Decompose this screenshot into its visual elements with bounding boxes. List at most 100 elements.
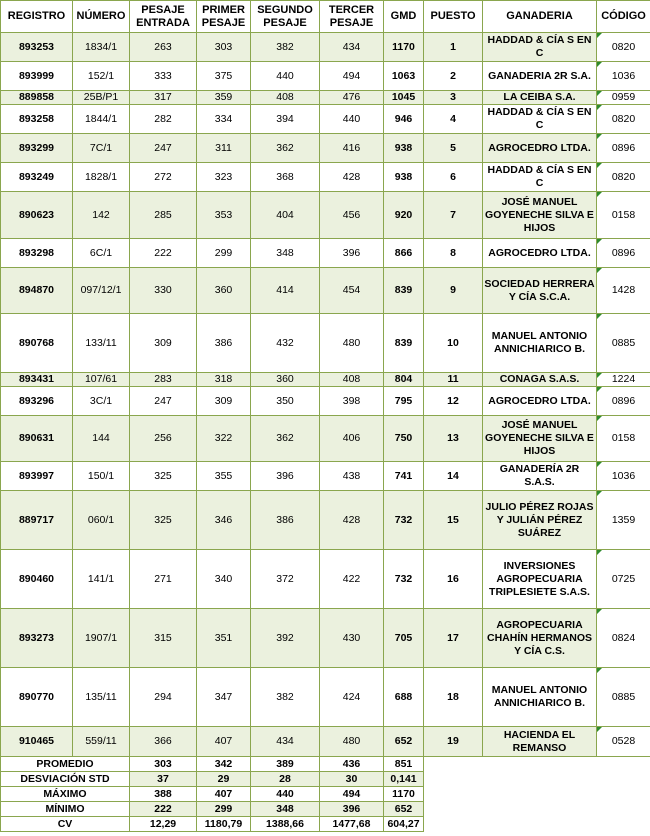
cell-gmd: 652	[383, 726, 424, 757]
cell-numero: 060/1	[72, 490, 130, 550]
cell-registro: 894870	[0, 267, 73, 314]
cell-pesaje-entrada: 333	[129, 61, 197, 91]
empty-area	[423, 786, 650, 802]
cell-tercer-pesaje: 408	[319, 372, 384, 387]
table-row: 889858 25B/P1 317 359 408 476 1045 3 LA CEIBA S.…	[0, 90, 650, 105]
cell-pesaje-entrada: 325	[129, 490, 197, 550]
codigo-value: 0158	[611, 208, 636, 221]
cell-puesto: 4	[423, 104, 483, 134]
summary-value: 299	[196, 801, 251, 817]
error-indicator-icon	[597, 33, 602, 38]
summary-value: 342	[196, 756, 251, 772]
summary-value: 348	[250, 801, 320, 817]
summary-value: 29	[196, 771, 251, 787]
cell-pesaje-entrada: 317	[129, 90, 197, 105]
cell-tercer-pesaje: 456	[319, 191, 384, 239]
cell-segundo-pesaje: 404	[250, 191, 320, 239]
empty-area	[423, 756, 650, 772]
cell-puesto: 7	[423, 191, 483, 239]
column-header: GANADERIA	[482, 0, 597, 33]
cell-registro: 889717	[0, 490, 73, 550]
cell-primer-pesaje: 355	[196, 461, 251, 491]
table-row: 893258 1844/1 282 334 394 440 946 4 HADDAD & CÍA…	[0, 104, 650, 134]
cell-numero: 141/1	[72, 549, 130, 609]
cell-primer-pesaje: 322	[196, 415, 251, 462]
cell-codigo: 0896	[596, 386, 650, 416]
cell-codigo: 1036	[596, 61, 650, 91]
error-indicator-icon	[597, 609, 602, 614]
codigo-value: 0528	[611, 735, 636, 747]
cell-primer-pesaje: 323	[196, 162, 251, 192]
column-header: PUESTO	[423, 0, 483, 33]
cell-codigo: 0820	[596, 32, 650, 62]
table-row: 894870 097/12/1 330 360 414 454 839 9 SOCIEDAD H…	[0, 267, 650, 314]
cell-ganaderia: LA CEIBA S.A.	[482, 90, 597, 105]
column-header: GMD	[383, 0, 424, 33]
table-row: 890460 141/1 271 340 372 422 732 16 INVERSIONES …	[0, 549, 650, 609]
cell-primer-pesaje: 386	[196, 313, 251, 373]
summary-value: 604,27	[383, 816, 424, 832]
column-header: PESAJE ENTRADA	[129, 0, 197, 33]
summary-value: 30	[319, 771, 384, 787]
column-header: NÚMERO	[72, 0, 130, 33]
cell-segundo-pesaje: 394	[250, 104, 320, 134]
summary-value: 494	[319, 786, 384, 802]
summary-label: MÍNIMO	[0, 801, 130, 817]
summary-value: 1180,79	[196, 816, 251, 832]
cell-ganaderia: GANADERIA 2R S.A.	[482, 61, 597, 91]
summary-label: DESVIACIÓN STD	[0, 771, 130, 787]
error-indicator-icon	[597, 105, 602, 110]
cell-tercer-pesaje: 430	[319, 608, 384, 668]
cell-gmd: 920	[383, 191, 424, 239]
cell-codigo: 0959	[596, 90, 650, 105]
cell-tercer-pesaje: 428	[319, 162, 384, 192]
cell-registro: 893298	[0, 238, 73, 268]
cell-pesaje-entrada: 294	[129, 667, 197, 727]
summary-value: 1170	[383, 786, 424, 802]
error-indicator-icon	[597, 416, 602, 421]
cell-ganaderia: MANUEL ANTONIO ANNICHIARICO B.	[482, 667, 597, 727]
table-row: 910465 559/11 366 407 434 480 652 19 HACIENDA EL…	[0, 726, 650, 757]
cell-tercer-pesaje: 422	[319, 549, 384, 609]
cell-pesaje-entrada: 247	[129, 133, 197, 163]
cell-ganaderia: HADDAD & CÍA S EN C	[482, 32, 597, 62]
cell-puesto: 12	[423, 386, 483, 416]
cell-codigo: 0820	[596, 104, 650, 134]
cell-segundo-pesaje: 348	[250, 238, 320, 268]
cell-tercer-pesaje: 476	[319, 90, 384, 105]
cell-codigo: 0824	[596, 608, 650, 668]
error-indicator-icon	[597, 462, 602, 467]
cell-segundo-pesaje: 382	[250, 667, 320, 727]
cell-tercer-pesaje: 494	[319, 61, 384, 91]
cell-puesto: 6	[423, 162, 483, 192]
cell-registro: 893258	[0, 104, 73, 134]
summary-value: 396	[319, 801, 384, 817]
summary-label: PROMEDIO	[0, 756, 130, 772]
cell-numero: 142	[72, 191, 130, 239]
table-row: 893273 1907/1 315 351 392 430 705 17 AGROPECUARI…	[0, 608, 650, 668]
cell-pesaje-entrada: 325	[129, 461, 197, 491]
cell-pesaje-entrada: 263	[129, 32, 197, 62]
cell-primer-pesaje: 299	[196, 238, 251, 268]
cell-tercer-pesaje: 440	[319, 104, 384, 134]
summary-value: 37	[129, 771, 197, 787]
error-indicator-icon	[597, 727, 602, 732]
codigo-value: 0824	[611, 631, 636, 644]
cell-gmd: 732	[383, 549, 424, 609]
cell-gmd: 839	[383, 267, 424, 314]
cell-ganaderia: INVERSIONES AGROPECUARIA TRIPLESIETE S.A…	[482, 549, 597, 609]
cell-puesto: 9	[423, 267, 483, 314]
cell-primer-pesaje: 318	[196, 372, 251, 387]
cell-ganaderia: MANUEL ANTONIO ANNICHIARICO B.	[482, 313, 597, 373]
cell-registro: 893299	[0, 133, 73, 163]
cell-registro: 890631	[0, 415, 73, 462]
cell-ganaderia: JOSÉ MANUEL GOYENECHE SILVA E HIJOS	[482, 415, 597, 462]
cell-segundo-pesaje: 396	[250, 461, 320, 491]
cell-codigo: 0528	[596, 726, 650, 757]
cell-puesto: 13	[423, 415, 483, 462]
table-row: 890631 144 256 322 362 406 750 13 JOSÉ MANUEL GO…	[0, 415, 650, 462]
summary-value: 12,29	[129, 816, 197, 832]
summary-value: 436	[319, 756, 384, 772]
error-indicator-icon	[597, 314, 602, 319]
